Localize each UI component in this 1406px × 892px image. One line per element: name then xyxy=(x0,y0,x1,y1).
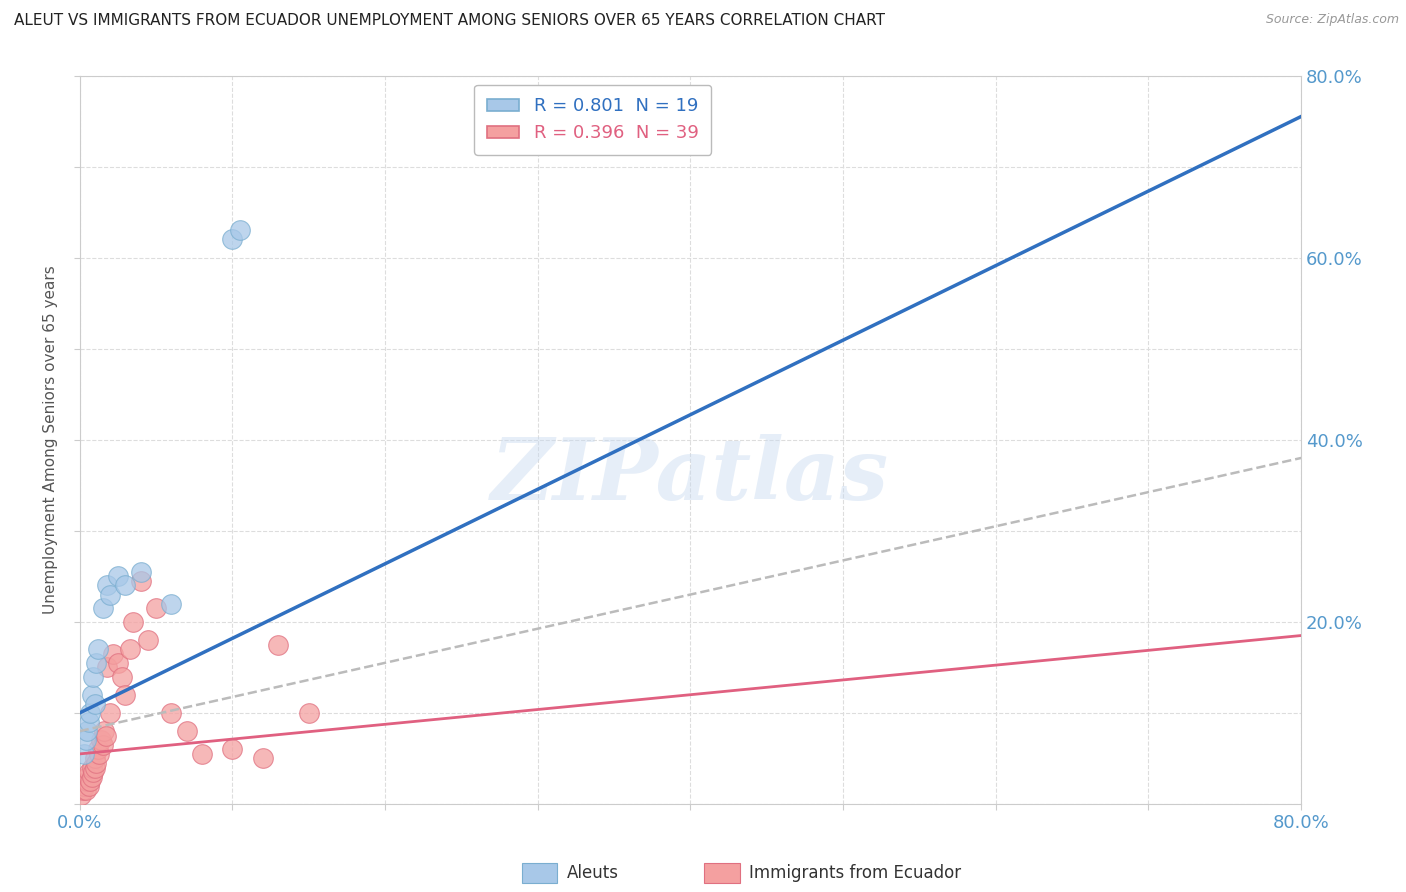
Point xyxy=(86,756,108,770)
Point xyxy=(103,647,125,661)
Point xyxy=(86,656,108,670)
Point xyxy=(138,633,160,648)
Point xyxy=(98,588,121,602)
Point xyxy=(73,779,96,793)
Point xyxy=(75,783,97,797)
Point xyxy=(77,779,100,793)
Point xyxy=(89,747,111,761)
Point xyxy=(93,724,115,739)
Point xyxy=(111,669,134,683)
Point xyxy=(80,770,103,784)
Point xyxy=(77,765,100,780)
Point xyxy=(91,738,114,752)
Point xyxy=(298,706,321,720)
Point xyxy=(94,729,117,743)
Point xyxy=(191,747,214,761)
Point xyxy=(107,656,129,670)
Point xyxy=(76,774,98,789)
Legend: R = 0.801  N = 19, R = 0.396  N = 39: R = 0.801 N = 19, R = 0.396 N = 39 xyxy=(474,85,711,155)
Point xyxy=(79,706,101,720)
Point xyxy=(96,578,118,592)
Point xyxy=(114,578,136,592)
Point xyxy=(76,724,98,739)
Point xyxy=(87,742,110,756)
Point xyxy=(79,774,101,789)
Point xyxy=(80,760,103,774)
Point xyxy=(84,751,107,765)
Point xyxy=(96,660,118,674)
Text: Immigrants from Ecuador: Immigrants from Ecuador xyxy=(749,864,962,882)
Point xyxy=(73,747,96,761)
Point xyxy=(129,574,152,588)
Text: ALEUT VS IMMIGRANTS FROM ECUADOR UNEMPLOYMENT AMONG SENIORS OVER 65 YEARS CORREL: ALEUT VS IMMIGRANTS FROM ECUADOR UNEMPLO… xyxy=(14,13,884,29)
Point xyxy=(91,601,114,615)
Point xyxy=(176,724,198,739)
Point xyxy=(76,770,98,784)
Point xyxy=(114,688,136,702)
Point xyxy=(118,642,141,657)
Point xyxy=(75,733,97,747)
Point xyxy=(82,765,104,780)
Point xyxy=(77,714,100,729)
Point xyxy=(221,232,243,246)
Point xyxy=(98,706,121,720)
Point xyxy=(84,697,107,711)
Point xyxy=(84,760,107,774)
Text: Source: ZipAtlas.com: Source: ZipAtlas.com xyxy=(1265,13,1399,27)
Point xyxy=(72,783,94,797)
Point xyxy=(160,597,183,611)
Point xyxy=(90,733,112,747)
Y-axis label: Unemployment Among Seniors over 65 years: Unemployment Among Seniors over 65 years xyxy=(44,266,58,614)
Point xyxy=(229,223,252,237)
Point xyxy=(87,642,110,657)
Point xyxy=(160,706,183,720)
Point xyxy=(221,742,243,756)
Point xyxy=(122,615,145,629)
Point xyxy=(129,565,152,579)
Point xyxy=(80,688,103,702)
Point xyxy=(252,751,274,765)
Text: ZIPatlas: ZIPatlas xyxy=(491,434,890,518)
Point xyxy=(145,601,167,615)
Point xyxy=(70,788,93,802)
Point xyxy=(267,638,290,652)
Text: Aleuts: Aleuts xyxy=(567,864,619,882)
Point xyxy=(82,669,104,683)
Point xyxy=(107,569,129,583)
